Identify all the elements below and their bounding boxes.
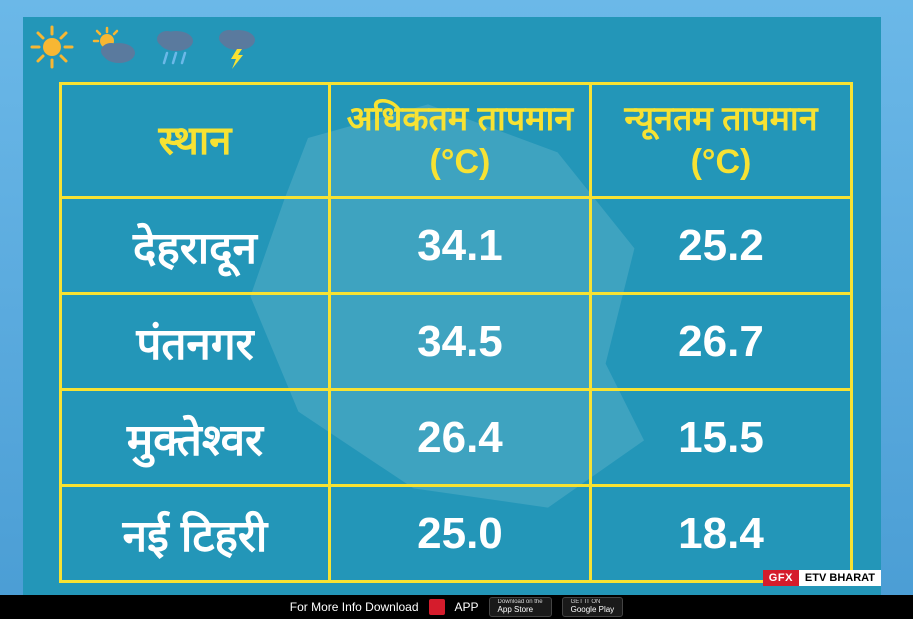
table-header-row: स्थान अधिकतम तापमान (°C) न्यूनतम तापमान … <box>61 84 852 198</box>
footer-app-word: APP <box>455 600 479 614</box>
place-cell: देहरादून <box>61 198 330 294</box>
place-cell: मुक्तेश्वर <box>61 390 330 486</box>
gfx-credit-tag: GFX ETV BHARAT <box>763 569 881 587</box>
place-cell: नई टिहरी <box>61 486 330 582</box>
min-temp-cell: 18.4 <box>590 486 851 582</box>
sun-icon <box>27 25 77 69</box>
appstore-bottom: App Store <box>498 606 543 615</box>
table-row: देहरादून 34.1 25.2 <box>61 198 852 294</box>
thunderstorm-icon <box>213 25 263 69</box>
max-temp-cell: 34.1 <box>329 198 590 294</box>
min-temp-cell: 15.5 <box>590 390 851 486</box>
table-row: पंतनगर 34.5 26.7 <box>61 294 852 390</box>
header-max-temp: अधिकतम तापमान (°C) <box>329 84 590 198</box>
max-temp-cell: 26.4 <box>329 390 590 486</box>
header-min-temp: न्यूनतम तापमान (°C) <box>590 84 851 198</box>
appstore-top: Download on the <box>498 599 543 606</box>
max-temp-cell: 25.0 <box>329 486 590 582</box>
footer-bar: For More Info Download APP Download on t… <box>0 595 913 619</box>
min-temp-cell: 25.2 <box>590 198 851 294</box>
footer-text: For More Info Download <box>290 600 419 614</box>
table-row: नई टिहरी 25.0 18.4 <box>61 486 852 582</box>
header-place: स्थान <box>61 84 330 198</box>
gfx-red-label: GFX <box>763 570 799 586</box>
max-temp-cell: 34.5 <box>329 294 590 390</box>
temperature-table: स्थान अधिकतम तापमान (°C) न्यूनतम तापमान … <box>59 82 853 583</box>
rain-icon <box>151 25 201 69</box>
google-play-badge[interactable]: GET IT ON Google Play <box>562 597 624 616</box>
weather-icons-row <box>27 25 263 69</box>
table-row: मुक्तेश्वर 26.4 15.5 <box>61 390 852 486</box>
app-logo-icon <box>429 599 445 615</box>
play-top: GET IT ON <box>571 599 615 606</box>
partly-cloudy-icon <box>89 25 139 69</box>
app-store-badge[interactable]: Download on the App Store <box>489 597 552 616</box>
gfx-white-label: ETV BHARAT <box>799 570 881 586</box>
min-temp-cell: 26.7 <box>590 294 851 390</box>
play-bottom: Google Play <box>571 606 615 615</box>
place-cell: पंतनगर <box>61 294 330 390</box>
weather-panel: स्थान अधिकतम तापमान (°C) न्यूनतम तापमान … <box>23 17 881 595</box>
